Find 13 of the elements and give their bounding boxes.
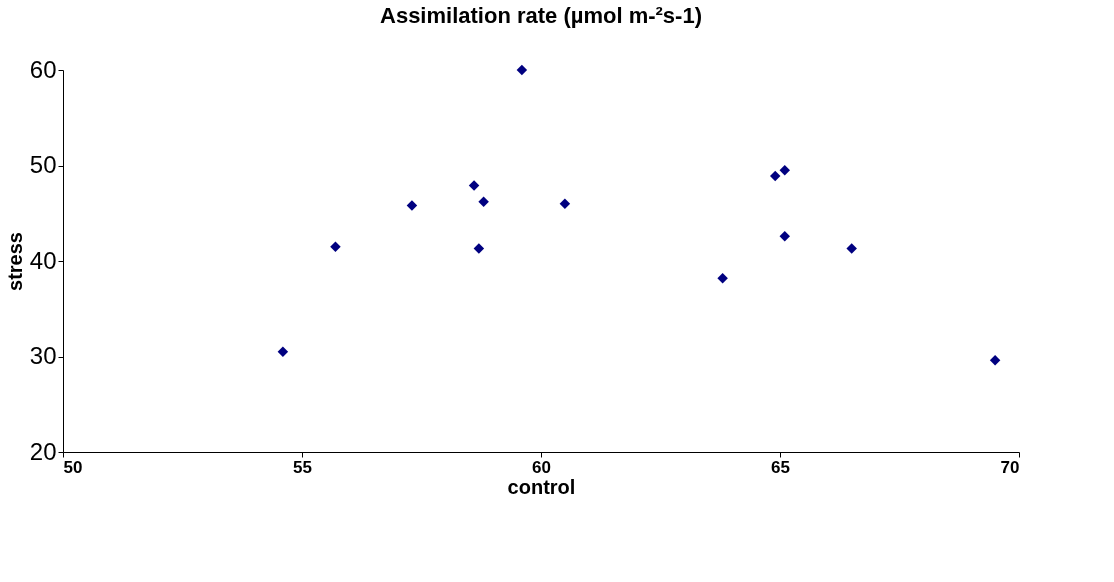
x-tick-label: 50 [63,457,83,477]
x-tick-label: 55 [293,457,312,477]
y-tick-label: 20 [29,437,57,465]
y-tick-label: 60 [29,55,57,83]
x-tick-label: 70 [1000,457,1020,477]
x-tick-label: 60 [532,457,551,477]
y-tick-label: 40 [29,246,57,274]
x-axis-title: control [507,475,576,498]
y-tick-label: 30 [29,342,57,369]
y-tick-label: 50 [29,151,57,178]
chart-title: Assimilation rate (µmol m-²s-1) [380,3,702,28]
x-tick-label: 65 [771,457,790,477]
y-axis-title: stress [3,232,26,291]
